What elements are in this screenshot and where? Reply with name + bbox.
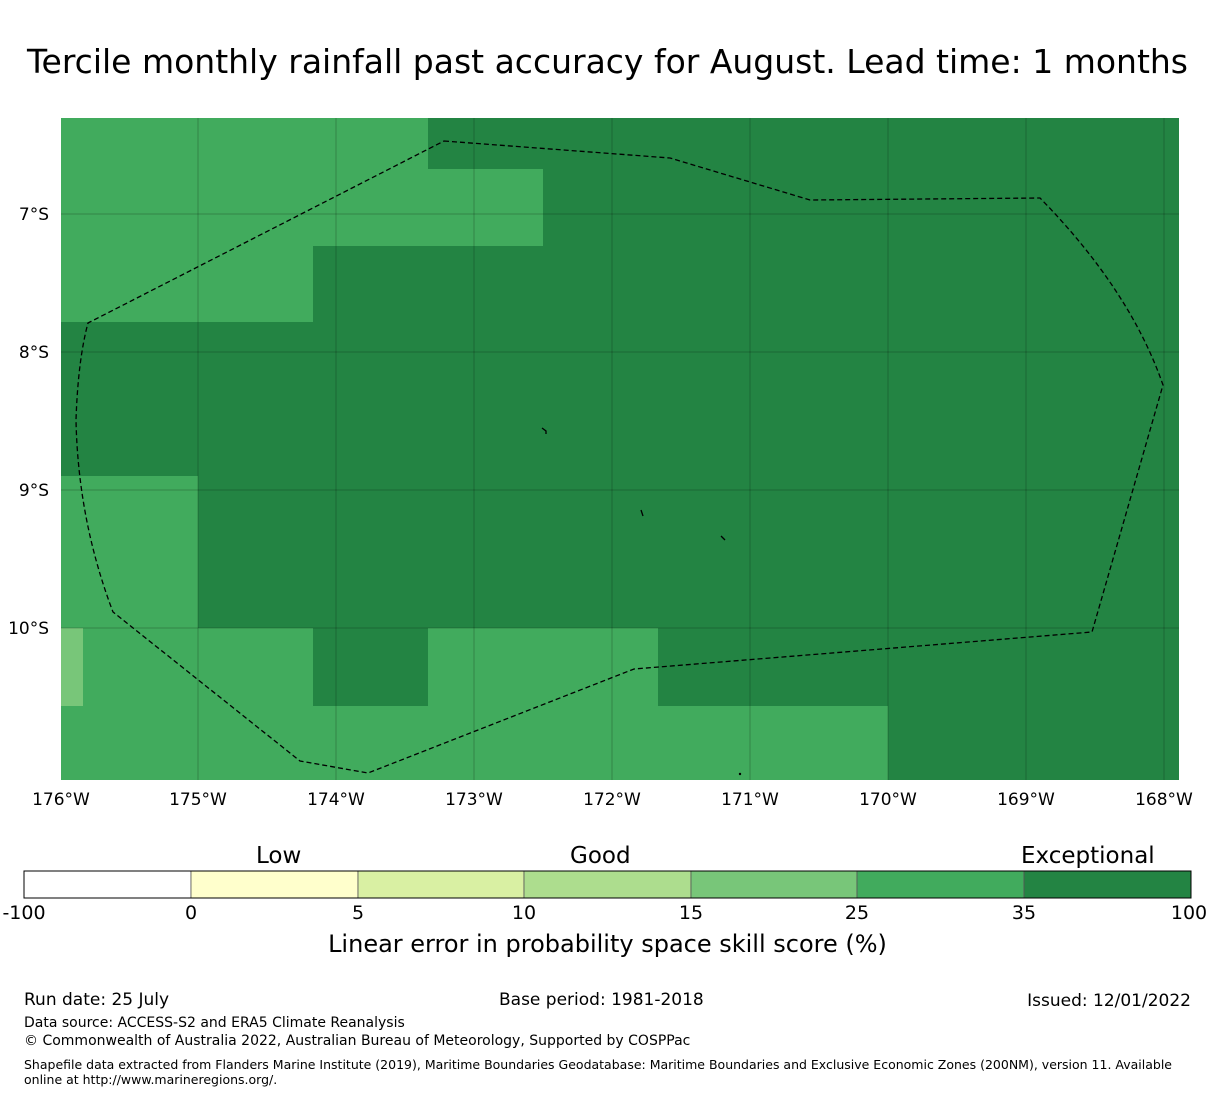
colorbar-segment — [1023, 870, 1192, 899]
colorbar-segment — [690, 870, 858, 899]
gridlines — [61, 118, 1179, 780]
skill-cell — [313, 246, 1179, 322]
copyright: © Commonwealth of Australia 2022, Austra… — [24, 1033, 691, 1049]
skill-cell — [198, 476, 1179, 628]
skill-cell — [61, 628, 83, 706]
data-source: Data source: ACCESS-S2 and ERA5 Climate … — [24, 1015, 405, 1031]
colorbar — [23, 870, 1192, 899]
colorbar-segment — [357, 870, 525, 899]
lat-tick: 7°S — [19, 205, 49, 225]
lon-tick: 172°W — [583, 790, 641, 810]
island — [720, 535, 726, 541]
colorbar-tick: 5 — [351, 902, 365, 924]
base-period: Base period: 1981-2018 — [499, 990, 704, 1010]
skill-cell — [61, 322, 1179, 476]
colorbar-segment — [23, 870, 192, 899]
skill-cell — [658, 628, 1179, 706]
lon-tick: 168°W — [1135, 790, 1193, 810]
issued-date: Issued: 12/01/2022 — [1027, 991, 1191, 1011]
legend-category-exceptional: Exceptional — [1021, 843, 1155, 869]
colorbar-tick: -100 — [2, 902, 46, 924]
map-title: Tercile monthly rainfall past accuracy f… — [26, 42, 1188, 81]
colorbar-title: Linear error in probability space skill … — [328, 930, 887, 958]
lon-tick: 175°W — [169, 790, 227, 810]
colorbar-tick: 25 — [844, 902, 870, 924]
shapefile-credit: Shapefile data extracted from Flanders M… — [24, 1057, 1172, 1087]
island — [738, 772, 742, 776]
lon-tick: 174°W — [307, 790, 365, 810]
colorbar-segment — [190, 870, 359, 899]
colorbar-tick: 10 — [511, 902, 537, 924]
colorbar-segment — [856, 870, 1025, 899]
lat-tick: 9°S — [19, 481, 49, 501]
lon-tick: 171°W — [721, 790, 779, 810]
run-date: Run date: 25 July — [24, 990, 170, 1010]
skill-cell — [313, 628, 428, 706]
colorbar-tick: 0 — [184, 902, 198, 924]
lon-tick: 176°W — [32, 790, 90, 810]
colorbar-tick: 35 — [1011, 902, 1037, 924]
lon-tick: 170°W — [859, 790, 917, 810]
colorbar-tick: 15 — [678, 902, 704, 924]
lat-tick: 10°S — [8, 619, 49, 639]
lon-tick: 173°W — [445, 790, 503, 810]
eez-boundary — [75, 140, 1164, 774]
skill-cell — [428, 118, 1179, 169]
skill-cell — [543, 169, 1179, 246]
colorbar-segment — [523, 870, 692, 899]
colorbar-tick: 100 — [1170, 902, 1208, 924]
legend-category-low: Low — [256, 843, 302, 869]
island — [541, 427, 547, 434]
island — [640, 509, 644, 517]
lon-tick: 169°W — [997, 790, 1055, 810]
lat-tick: 8°S — [19, 343, 49, 363]
skill-cell — [888, 706, 1179, 780]
legend-category-good: Good — [570, 843, 631, 869]
